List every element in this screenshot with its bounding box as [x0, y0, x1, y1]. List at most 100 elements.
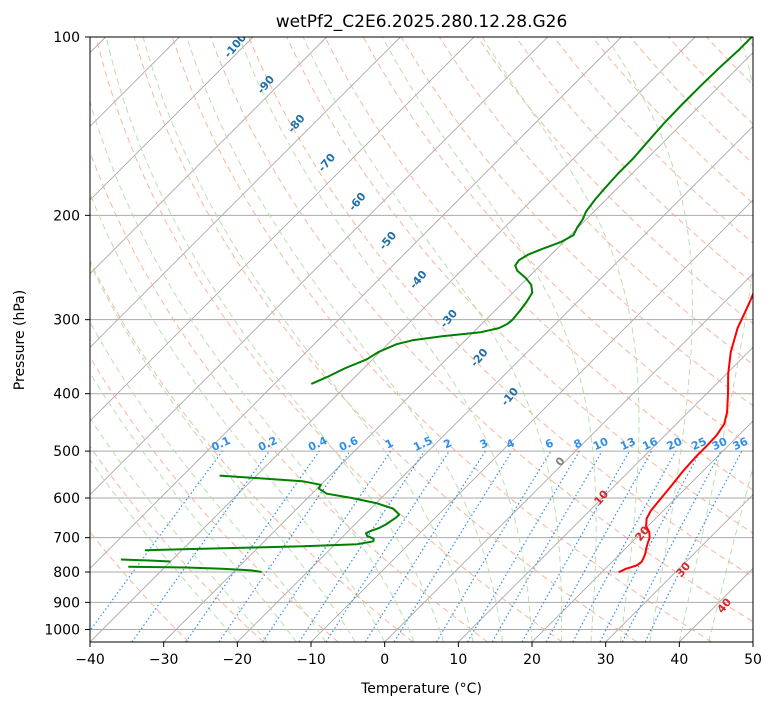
series-line-4 — [310, 37, 753, 385]
moist-adiabat — [90, 99, 415, 642]
dry-adiabat-label: -40 — [407, 268, 430, 292]
x-tick-label: −30 — [149, 652, 179, 668]
y-tick-label: 400 — [53, 387, 80, 403]
mixing-ratio-line — [545, 450, 653, 642]
moist-adiabat — [186, 37, 503, 642]
moist-adiabat — [302, 37, 563, 642]
mixing-ratio-line — [364, 450, 486, 642]
dry-adiabat — [668, 37, 753, 125]
dry-adiabat — [248, 37, 753, 578]
x-axis-label: Temperature (°C) — [360, 681, 482, 697]
mixing-ratio-line — [325, 450, 450, 642]
mixing-ratio-lines — [90, 450, 743, 642]
dry-adiabat-label: -80 — [285, 112, 308, 136]
x-tick-label: 10 — [449, 652, 467, 668]
mixing-ratio-label: 16 — [640, 435, 660, 453]
mixing-ratio-line — [90, 450, 223, 632]
dry-adiabat — [706, 37, 753, 86]
isotherm-gridlines — [90, 37, 753, 642]
moist-adiabat — [238, 37, 533, 642]
x-tick-label: 0 — [380, 652, 389, 668]
moist-adiabat-label: 30 — [673, 559, 693, 579]
x-tick-label: 30 — [597, 652, 615, 668]
x-tick-label: −20 — [223, 652, 253, 668]
y-tick-label: 100 — [53, 30, 80, 46]
moist-adiabat-label: 40 — [714, 595, 734, 615]
dry-adiabat — [286, 37, 753, 534]
dry-adiabat-label: -50 — [376, 229, 399, 253]
isotherm-line — [679, 567, 753, 642]
dry-adiabat — [553, 37, 753, 244]
isotherm-line — [605, 494, 753, 642]
chart-title: wetPf2_C2E6.2025.280.12.28.G26 — [276, 12, 568, 32]
y-tick-label: 800 — [53, 565, 80, 581]
dry-adiabat — [90, 531, 190, 642]
mixing-ratio-line — [521, 450, 631, 642]
x-tick-label: 20 — [523, 652, 541, 668]
dry-adiabat — [171, 37, 712, 642]
dry-adiabat — [95, 37, 563, 642]
mixing-ratio-line — [572, 450, 677, 642]
y-tick-label: 700 — [53, 531, 80, 547]
plot-frame — [89, 36, 754, 643]
dry-adiabat-label: -20 — [468, 346, 491, 370]
moist-adiabat — [90, 321, 327, 642]
isotherm-line — [90, 37, 401, 348]
dry-adiabat — [744, 37, 753, 47]
moist-adiabat — [606, 37, 693, 642]
mixing-ratio-line — [466, 450, 580, 642]
mixing-ratio-line — [599, 450, 702, 642]
moist-adiabat-label: 10 — [591, 487, 611, 507]
isotherm-line — [752, 641, 753, 642]
mixing-ratio-label: 20 — [665, 435, 685, 453]
mixing-ratio-line — [298, 450, 425, 642]
mixing-ratio-label: 13 — [618, 435, 637, 453]
dry-adiabat-label: -60 — [346, 190, 369, 214]
moist-adiabat — [90, 459, 238, 642]
dry-adiabat — [133, 37, 638, 642]
dry-adiabat — [591, 37, 753, 204]
mixing-ratio-line — [393, 450, 513, 642]
isotherm-line — [90, 37, 696, 642]
isotherm-line — [310, 199, 753, 642]
y-axis-label: Pressure (hPa) — [12, 290, 28, 390]
x-axis: −40 −30 −20 −10 0 10 20 30 40 50 — [75, 642, 762, 668]
dry-adiabat-label: -30 — [437, 307, 460, 331]
moist-adiabat — [105, 37, 445, 642]
series-line-0 — [618, 291, 753, 574]
isotherm-line — [90, 37, 475, 422]
dry-adiabat — [90, 445, 264, 642]
mixing-ratio-label: 4 — [504, 436, 517, 451]
dry-adiabat — [324, 37, 753, 491]
x-tick-label: 40 — [670, 652, 688, 668]
mixing-ratio-line — [218, 450, 351, 642]
moist-adiabat-label: 0 — [553, 454, 568, 468]
isotherm-line — [90, 37, 548, 496]
dry-adiabat — [210, 37, 753, 623]
dry-adiabats — [90, 37, 753, 642]
pressure-gridlines — [90, 37, 753, 630]
mixing-ratio-label: 36 — [731, 435, 751, 453]
dry-adiabat-label: -10 — [498, 385, 521, 409]
y-tick-label: 200 — [53, 208, 80, 224]
isotherm-line — [90, 37, 622, 569]
isotherm-line — [531, 420, 753, 642]
mixing-ratio-line — [185, 450, 320, 642]
profile-series — [120, 37, 753, 574]
mixing-ratio-label: 10 — [591, 435, 611, 453]
moist-adiabat — [678, 37, 753, 642]
x-tick-label: 50 — [744, 652, 762, 668]
x-tick-label: −10 — [296, 652, 326, 668]
moist-adiabat — [90, 371, 297, 642]
series-line-3 — [144, 474, 401, 552]
moist-adiabat — [90, 262, 356, 642]
mixing-ratio-line — [644, 450, 743, 642]
mixing-ratio-label: 30 — [710, 435, 730, 453]
isotherm-line — [237, 125, 753, 642]
isotherm-line — [458, 346, 753, 642]
isotherm-line — [163, 52, 753, 642]
isotherm-line — [90, 37, 327, 275]
moist-adiabat — [381, 37, 597, 642]
mixing-ratio-label: 6 — [543, 436, 556, 451]
series-line-1 — [128, 565, 262, 573]
